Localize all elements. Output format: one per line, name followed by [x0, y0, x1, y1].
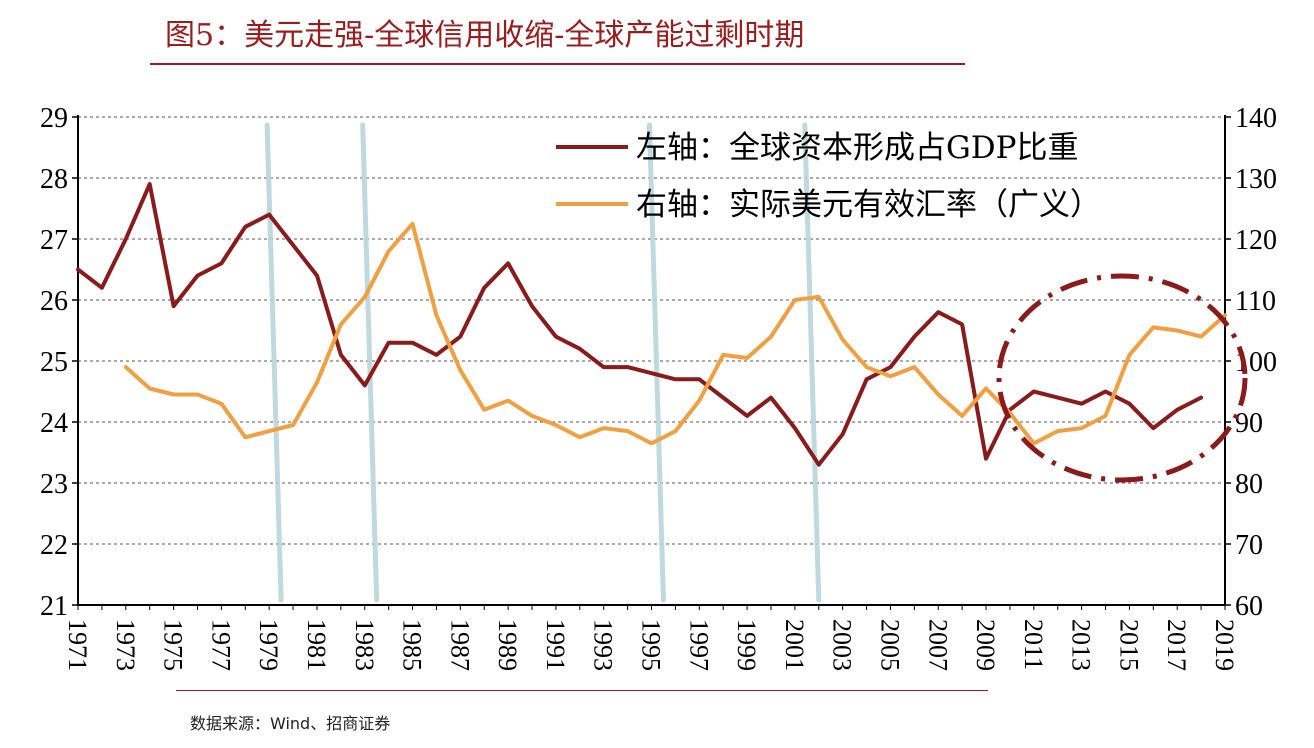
right-tick-label: 60	[1235, 591, 1263, 622]
x-tick-label: 1983	[350, 619, 379, 671]
source-divider	[176, 690, 988, 691]
left-tick-label: 27	[40, 225, 68, 256]
recession-bar	[264, 122, 284, 603]
x-tick-label: 1973	[111, 619, 140, 671]
x-tick-label: 1997	[684, 619, 713, 671]
recession-bar	[646, 122, 666, 603]
right-tick-label: 110	[1235, 286, 1276, 317]
legend-label: 左轴：全球资本形成占GDP比重	[636, 130, 1078, 166]
recession-bar	[360, 122, 380, 603]
series-line-usd-reer	[123, 221, 1227, 446]
series-line-capital-formation	[76, 182, 1204, 467]
x-tick-label: 1979	[254, 619, 283, 671]
legend-label: 右轴：实际美元有效汇率（广义）	[636, 187, 1101, 223]
left-tick-label: 26	[40, 286, 68, 317]
right-tick-label: 90	[1235, 408, 1263, 439]
x-tick-label: 2009	[971, 619, 1000, 671]
x-tick-label: 1989	[493, 619, 522, 671]
x-tick-label: 1991	[541, 619, 570, 671]
left-tick-label: 29	[40, 103, 68, 134]
right-tick-label: 130	[1235, 164, 1277, 195]
x-tick-label: 2019	[1210, 619, 1239, 671]
x-tick-label: 2015	[1114, 619, 1143, 671]
x-tick-label: 1987	[445, 619, 474, 671]
chart-title: 图5：美元走强-全球信用收缩-全球产能过剩时期	[165, 18, 805, 53]
x-tick-label: 2013	[1067, 619, 1096, 671]
x-tick-label: 1981	[302, 619, 331, 671]
x-tick-label: 1975	[159, 619, 188, 671]
x-tick-label: 1995	[637, 619, 666, 671]
right-tick-label: 70	[1235, 530, 1263, 561]
x-tick-label: 1993	[589, 619, 618, 671]
source-note: 数据来源：Wind、招商证券	[190, 714, 391, 733]
x-tick-label: 1985	[398, 619, 427, 671]
recession-bar	[802, 122, 822, 603]
x-tick-label: 1977	[206, 619, 235, 671]
x-tick-label: 2003	[828, 619, 857, 671]
right-tick-label: 120	[1235, 225, 1277, 256]
title-underline	[150, 63, 965, 65]
x-tick-label: 2007	[923, 619, 952, 671]
right-tick-label: 140	[1235, 103, 1277, 134]
highlight-ellipse	[996, 273, 1248, 483]
x-tick-label: 1971	[63, 619, 92, 671]
left-tick-label: 28	[40, 164, 68, 195]
right-tick-label: 80	[1235, 469, 1263, 500]
left-tick-label: 24	[40, 408, 68, 439]
x-tick-label: 2001	[780, 619, 809, 671]
x-tick-label: 1999	[732, 619, 761, 671]
left-tick-label: 23	[40, 469, 68, 500]
left-tick-label: 25	[40, 347, 68, 378]
left-tick-label: 21	[40, 591, 68, 622]
left-tick-label: 22	[40, 530, 68, 561]
x-tick-label: 2017	[1162, 619, 1191, 671]
x-tick-label: 2005	[875, 619, 904, 671]
x-tick-label: 2011	[1019, 619, 1048, 670]
